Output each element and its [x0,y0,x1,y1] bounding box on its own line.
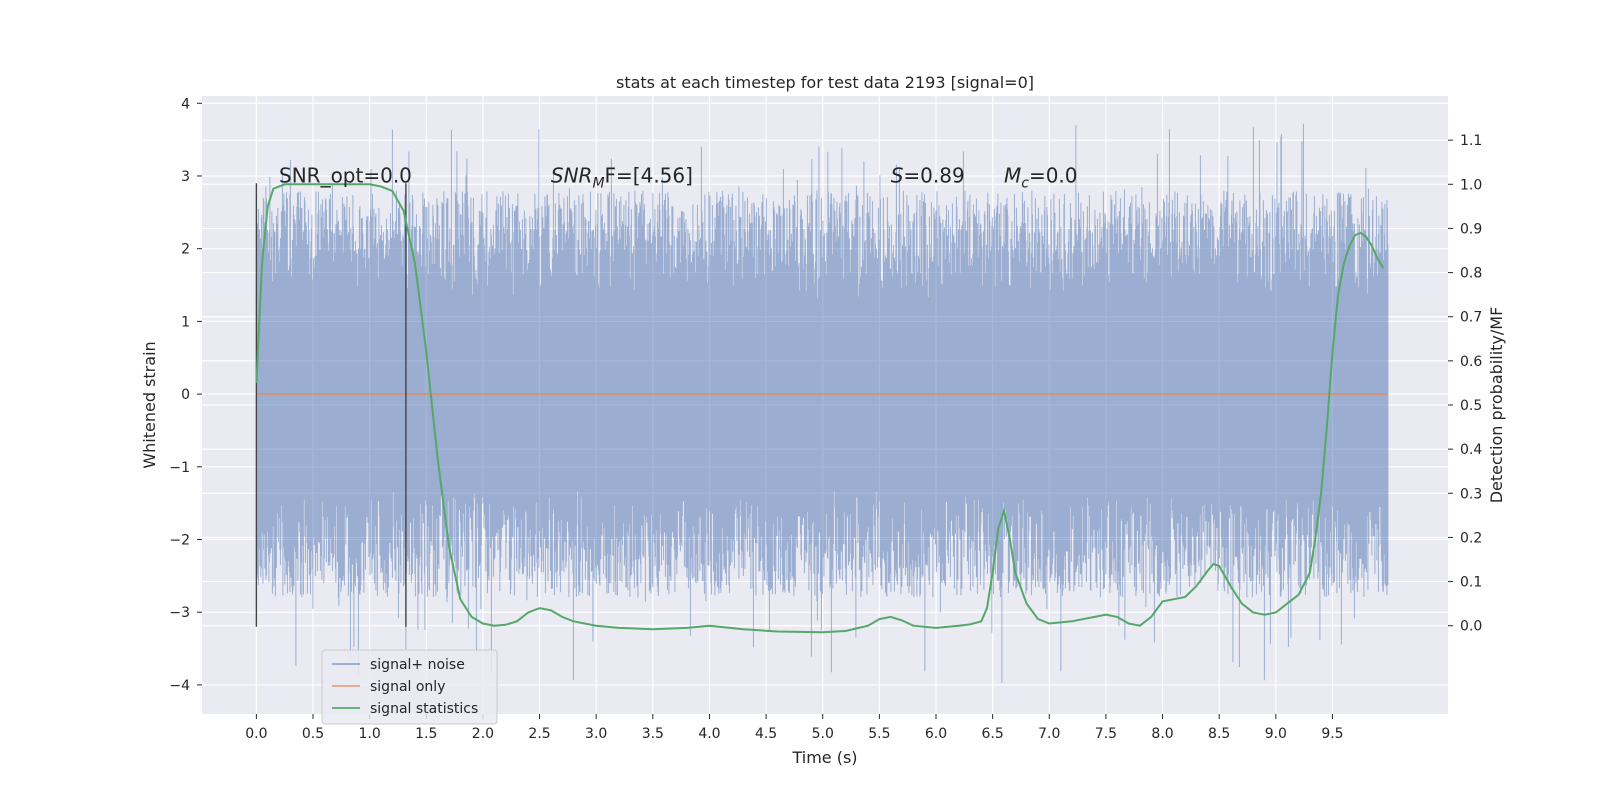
annotation-tail: =0.89 [903,163,964,187]
x-tick-label: 8.5 [1208,726,1230,742]
y2-tick-label: 0.9 [1460,221,1482,237]
x-tick-label: 4.5 [755,726,777,742]
annotation-main: M [1004,163,1021,187]
annotation-3: Mc=0.0 [1004,163,1078,191]
x-tick-label: 4.0 [698,726,720,742]
annotation-2: S=0.89 [891,163,965,187]
y-tick-label: 2 [181,242,190,258]
y-axis-label: Whitened strain [140,341,159,468]
y2-tick-label: 0.4 [1460,442,1482,458]
x-tick-label: 3.0 [585,726,607,742]
annotation-tail: F=[4.56] [605,163,693,187]
x-tick-label: 1.5 [415,726,437,742]
legend-label-stats: signal statistics [370,701,478,717]
x-tick-label: 0.5 [302,726,324,742]
y2-tick-label: 0.0 [1460,619,1482,635]
y2-tick-label: 0.7 [1460,310,1482,326]
annotation-0: SNR_opt=0.0 [279,163,412,187]
x-tick-label: 7.5 [1095,726,1117,742]
y2-tick-label: 0.2 [1460,530,1482,546]
y2-tick-label: 0.6 [1460,354,1482,370]
y-tick-label: 3 [181,169,190,185]
y2-tick-label: 0.8 [1460,266,1482,282]
y-tick-label: −3 [169,605,190,621]
signal-statistics-series [255,183,1385,634]
annotation-subscript: c [1021,175,1029,191]
x-tick-label: 6.0 [925,726,947,742]
x-tick-label: 9.5 [1321,726,1343,742]
y-tick-label: 0 [181,387,190,403]
x-tick-label: 2.5 [528,726,550,742]
y2-axis-label: Detection probability/MF [1487,307,1506,504]
marker-lines [255,183,407,627]
x-tick-label: 1.0 [359,726,381,742]
legend-box [321,649,498,725]
chart-title: stats at each timestep for test data 219… [616,73,1034,92]
annotation-main: SNR [551,163,593,187]
annotation-subscript: M [592,175,604,191]
legend-label-noise: signal+ noise [370,657,465,673]
y2-tick-label: 0.1 [1460,575,1482,591]
y-tick-label: −1 [169,460,190,476]
x-tick-label: 9.0 [1265,726,1287,742]
y2-tick-label: 0.5 [1460,398,1482,414]
x-axis-label: Time (s) [791,748,857,767]
x-tick-label: 0.0 [245,726,267,742]
series-signal-statistics [255,183,1385,634]
y2-tick-label: 1.1 [1460,133,1482,149]
y-tick-label: 4 [181,96,190,112]
annotations: SNR_opt=0.0 SNRMF=[4.56] S=0.89 Mc=0.0 [279,163,1077,191]
y-tick-label: 1 [181,314,190,330]
y-tick-label: −2 [169,533,190,549]
y2-tick-label: 1.0 [1460,177,1482,193]
axis-ticks: 0.0 0.5 1.0 1.5 2.0 2.5 3.0 3.5 4.0 4.5 5.0 5.5 6.0 6… [169,96,1482,742]
legend-label-signal: signal only [370,679,445,695]
legend: signal+ noise signal only signal statist… [321,649,498,725]
x-tick-label: 6.5 [982,726,1004,742]
annotation-main: S [891,163,904,187]
x-tick-label: 3.5 [642,726,664,742]
y2-tick-label: 0.3 [1460,486,1482,502]
y-tick-label: −4 [169,678,190,694]
x-tick-label: 7.0 [1038,726,1060,742]
annotation-1: SNRMF=[4.56] [551,163,693,191]
annotation-tail: =0.0 [1029,163,1078,187]
x-tick-label: 5.0 [812,726,834,742]
x-tick-label: 8.0 [1151,726,1173,742]
x-tick-label: 2.0 [472,726,494,742]
x-tick-label: 5.5 [868,726,890,742]
